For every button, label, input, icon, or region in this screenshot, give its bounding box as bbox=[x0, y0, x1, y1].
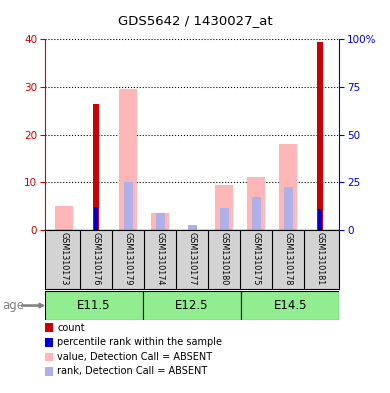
Bar bbox=[151, 213, 169, 230]
Bar bbox=[119, 89, 137, 230]
Bar bbox=[284, 187, 292, 230]
Bar bbox=[317, 42, 323, 230]
Text: GDS5642 / 1430027_at: GDS5642 / 1430027_at bbox=[118, 14, 272, 27]
Bar bbox=[220, 208, 229, 230]
Bar bbox=[156, 213, 165, 230]
Text: E12.5: E12.5 bbox=[176, 299, 209, 312]
Bar bbox=[45, 291, 143, 320]
Bar bbox=[247, 178, 265, 230]
Text: age: age bbox=[2, 299, 24, 312]
Bar bbox=[143, 291, 241, 320]
Bar bbox=[279, 144, 297, 230]
Text: GSM1310173: GSM1310173 bbox=[60, 231, 69, 285]
Text: E11.5: E11.5 bbox=[77, 299, 111, 312]
Text: GSM1310178: GSM1310178 bbox=[284, 231, 292, 285]
Bar bbox=[318, 209, 322, 230]
Text: E14.5: E14.5 bbox=[273, 299, 307, 312]
Text: GSM1310179: GSM1310179 bbox=[124, 231, 133, 285]
Text: GSM1310174: GSM1310174 bbox=[156, 231, 165, 285]
Text: percentile rank within the sample: percentile rank within the sample bbox=[57, 337, 222, 347]
Bar bbox=[94, 207, 98, 230]
Bar bbox=[215, 185, 233, 230]
Bar bbox=[124, 182, 133, 230]
Text: GSM1310180: GSM1310180 bbox=[220, 231, 229, 285]
Bar bbox=[188, 225, 197, 230]
Text: value, Detection Call = ABSENT: value, Detection Call = ABSENT bbox=[57, 352, 213, 362]
Text: count: count bbox=[57, 323, 85, 333]
Text: GSM1310175: GSM1310175 bbox=[252, 231, 261, 285]
Bar bbox=[241, 291, 339, 320]
Text: GSM1310176: GSM1310176 bbox=[92, 231, 101, 285]
Bar bbox=[93, 104, 99, 230]
Text: GSM1310177: GSM1310177 bbox=[188, 231, 197, 285]
Bar bbox=[55, 206, 73, 230]
Text: rank, Detection Call = ABSENT: rank, Detection Call = ABSENT bbox=[57, 366, 207, 376]
Bar bbox=[252, 196, 261, 230]
Text: GSM1310181: GSM1310181 bbox=[316, 231, 324, 285]
